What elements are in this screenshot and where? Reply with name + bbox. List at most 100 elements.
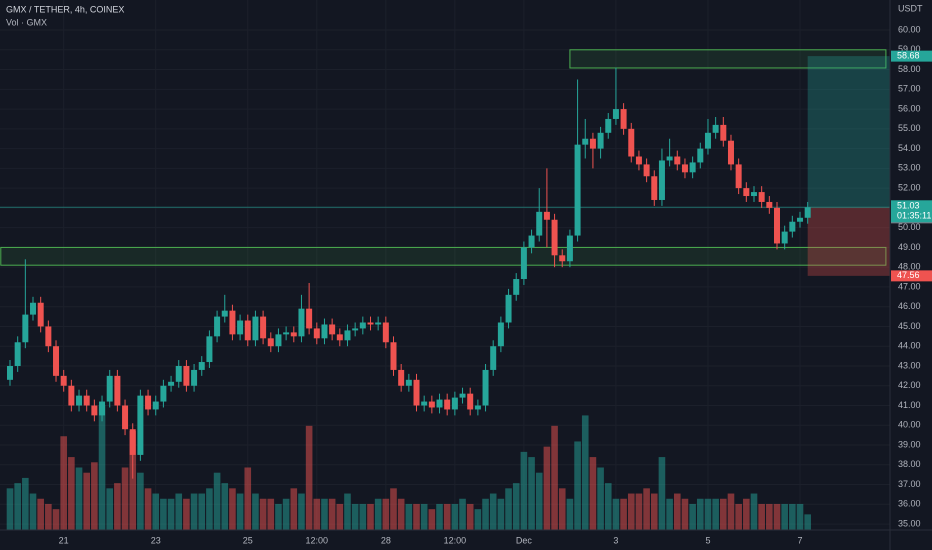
volume-bar: [175, 493, 183, 530]
candle-body: [30, 302, 37, 315]
candle-body: [428, 401, 435, 408]
candle-body: [597, 132, 604, 149]
volume-bar: [367, 503, 374, 530]
volume-bar: [543, 446, 551, 530]
target-label: 58.68: [897, 50, 920, 60]
volume-bar: [697, 498, 704, 530]
y-tick-label: 55.00: [898, 123, 921, 133]
volume-bar: [735, 503, 742, 530]
x-tick-label: 5: [705, 535, 710, 545]
volume-bar: [635, 493, 643, 530]
candles: [7, 67, 811, 479]
volume-bar: [466, 503, 474, 530]
volume-bar: [252, 493, 259, 530]
stop-label: 47.56: [897, 270, 920, 280]
candle-body: [145, 395, 152, 410]
volume-bar: [804, 514, 811, 530]
volume-bar: [275, 503, 282, 530]
candle-body: [37, 302, 44, 327]
volume-bar: [428, 509, 436, 530]
countdown-label: 01:35:11: [897, 211, 931, 221]
y-tick-label: 53.00: [898, 163, 921, 173]
y-tick-label: 42.00: [898, 380, 921, 390]
volume-bar: [60, 436, 67, 530]
volume-bar: [259, 498, 267, 530]
volume-bar: [267, 498, 275, 530]
volume-bar: [244, 467, 252, 530]
volume-bar: [359, 503, 367, 530]
volume-bar: [144, 488, 152, 530]
y-tick-label: 47.00: [898, 281, 921, 291]
volume-bar: [558, 488, 566, 530]
volume-bar: [528, 457, 535, 530]
candle-body: [781, 231, 788, 244]
candle-body: [68, 385, 75, 406]
candle-body: [735, 164, 742, 189]
candle-body: [114, 375, 121, 406]
volume-bar: [474, 509, 482, 530]
volume-bar: [45, 503, 52, 530]
candle-body: [490, 346, 497, 370]
volume-bar: [236, 493, 244, 530]
volume-bar: [83, 472, 90, 530]
volume-bar: [535, 472, 543, 530]
candle-body: [635, 156, 642, 165]
volume-bar: [344, 493, 351, 530]
zone: [569, 49, 887, 69]
candle-body: [589, 138, 596, 149]
volume-bar: [612, 498, 620, 530]
candle-body: [421, 401, 428, 406]
volume-bar: [413, 503, 420, 530]
volume-bar: [190, 493, 198, 530]
zone: [0, 246, 887, 266]
volume-bar: [574, 441, 581, 530]
candle-body: [382, 322, 389, 343]
candle-body: [390, 342, 397, 370]
volume-bar: [29, 493, 37, 530]
volume-bar: [505, 488, 512, 530]
volume-bar: [597, 467, 604, 530]
y-tick-label: 54.00: [898, 143, 921, 153]
volume-bar: [443, 503, 451, 530]
volume-bar: [382, 498, 390, 530]
candle-body: [689, 162, 696, 173]
candle-body: [367, 322, 374, 325]
volume-bar: [520, 451, 528, 530]
volume-bar: [106, 488, 114, 530]
candle-body: [336, 334, 343, 341]
candle-body: [275, 334, 282, 347]
candle-body: [22, 314, 29, 343]
y-tick-label: 52.00: [898, 183, 921, 193]
chart-subtitle: Vol · GMX: [6, 17, 47, 27]
candle-body: [712, 124, 719, 133]
volume-bar: [221, 483, 229, 530]
volume-bar: [581, 415, 589, 530]
candle-body: [191, 369, 198, 386]
candle-body: [497, 322, 504, 347]
candle-body: [413, 379, 420, 406]
volume-bar: [68, 457, 75, 530]
candle-body: [612, 109, 619, 119]
volume-bar: [121, 467, 129, 530]
target-label-bg: [891, 50, 932, 62]
volume-bar: [160, 498, 167, 530]
volume-bar: [305, 425, 313, 530]
candle-body: [436, 399, 443, 408]
volume-pane: [6, 405, 811, 530]
volume-bar: [589, 457, 597, 530]
candle-body: [628, 128, 635, 157]
volume-bar: [789, 503, 796, 530]
candle-body: [106, 375, 113, 402]
x-tick-label: 23: [151, 535, 161, 545]
volume-bar: [405, 503, 413, 530]
volume-bar: [183, 498, 190, 530]
candle-body: [398, 369, 405, 386]
candle-body: [797, 217, 804, 222]
y-tick-label: 45.00: [898, 321, 921, 331]
candle-body: [290, 332, 297, 337]
y-tick-label: 48.00: [898, 262, 921, 272]
volume-bar: [489, 493, 497, 530]
candle-body: [375, 322, 382, 325]
volume-bar: [114, 483, 121, 530]
last-price-bg: [891, 200, 932, 223]
